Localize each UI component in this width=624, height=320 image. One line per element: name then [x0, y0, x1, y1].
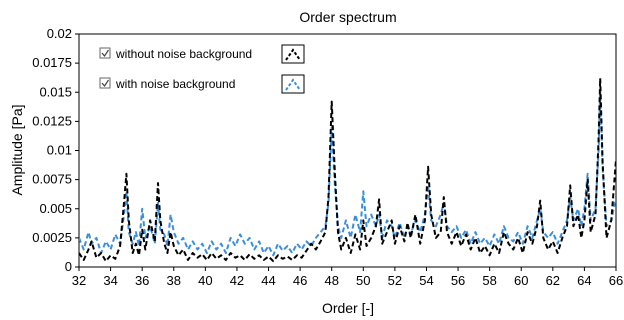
x-tick-label: 52 [388, 273, 402, 288]
y-tick-label: 0.01 [47, 143, 72, 158]
x-tick-label: 64 [577, 273, 591, 288]
x-tick-label: 32 [72, 273, 86, 288]
y-tick-label: 0.0175 [32, 55, 72, 70]
x-tick-label: 34 [103, 273, 117, 288]
legend-checkbox-with-noise[interactable] [99, 77, 111, 89]
legend-swatch-frame-with-noise[interactable] [281, 74, 305, 94]
x-axis-label: Order [-] [322, 300, 374, 316]
x-tick-label: 58 [482, 273, 496, 288]
legend-swatch-frame-without-noise[interactable] [281, 44, 305, 64]
x-tick-label: 54 [419, 273, 433, 288]
y-axis-label: Amplitude [Pa] [9, 104, 25, 195]
x-tick-label: 44 [261, 273, 275, 288]
y-tick-label: 0.005 [39, 201, 72, 216]
y-tick-label: 0.0025 [32, 230, 72, 245]
legend: without noise background with noise back… [99, 44, 305, 94]
x-tick-label: 56 [451, 273, 465, 288]
legend-item-without-noise[interactable]: without noise background [99, 44, 305, 64]
legend-checkbox-without-noise[interactable] [99, 47, 111, 59]
x-tick-label: 66 [609, 273, 623, 288]
check-icon [101, 79, 109, 88]
check-icon [101, 49, 109, 58]
x-tick-label: 42 [230, 273, 244, 288]
y-tick-label: 0.02 [47, 26, 72, 41]
x-tick-label: 40 [198, 273, 212, 288]
x-tick-label: 48 [324, 273, 338, 288]
x-tick-label: 38 [167, 273, 181, 288]
legend-swatch-with-noise [285, 78, 301, 91]
x-tick-label: 50 [356, 273, 370, 288]
y-tick-label: 0 [65, 259, 72, 274]
series-line-with-noise [79, 91, 616, 257]
legend-swatch-without-noise [285, 48, 301, 61]
x-tick-label: 60 [514, 273, 528, 288]
series-line-without-noise [79, 77, 616, 263]
legend-item-with-noise[interactable]: with noise background [99, 74, 305, 94]
y-tick-label: 0.0075 [32, 172, 72, 187]
chart-title: Order spectrum [299, 9, 396, 25]
y-tick-label: 0.0125 [32, 113, 72, 128]
y-tick-label: 0.015 [39, 84, 72, 99]
legend-label-with-noise: with noise background [115, 77, 235, 91]
x-tick-label: 36 [135, 273, 149, 288]
x-tick-label: 46 [293, 273, 307, 288]
x-tick-label: 62 [546, 273, 560, 288]
legend-label-without-noise: without noise background [115, 47, 252, 61]
